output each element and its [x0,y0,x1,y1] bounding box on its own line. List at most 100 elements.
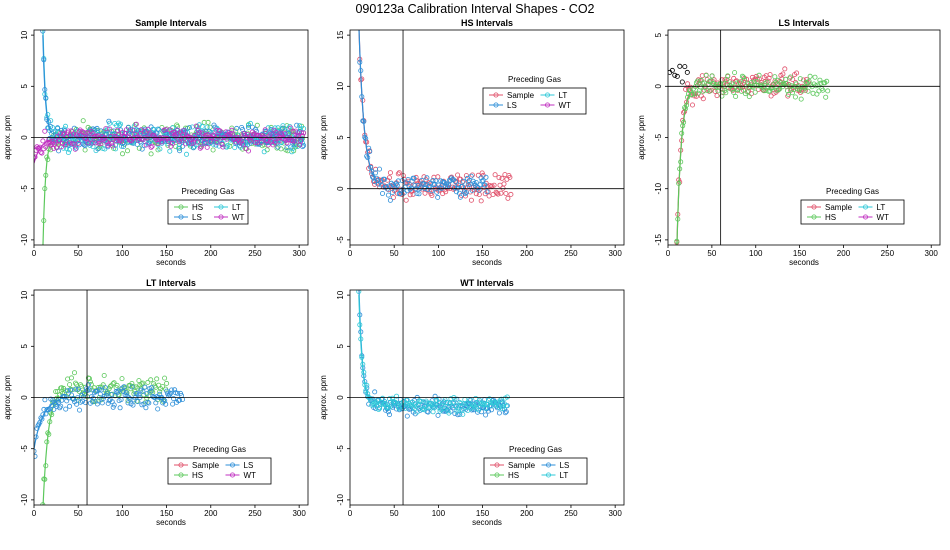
data-point-hs [145,379,151,385]
data-point-ls [113,142,119,148]
data-point-wt [279,132,285,138]
data-point-wt [40,138,46,144]
data-point-ls [213,142,219,148]
data-point-ls [105,400,111,406]
data-point-wt [261,134,267,140]
data-point-ls [98,387,104,393]
data-point-sample [754,76,760,82]
data-point-wt [244,131,250,137]
legend-marker-wt [229,472,235,478]
data-point-wt [119,138,125,144]
data-point-ls [378,182,384,188]
data-point-wt [205,132,211,138]
series-line-sample [676,93,691,245]
data-point-ls [451,185,457,191]
data-point-ls [357,22,361,26]
data-point-sample [463,173,469,179]
data-point-wt [82,136,88,142]
legend-marker-wt [545,102,551,108]
data-point-hs [781,81,787,87]
data-point-wt [301,130,307,136]
data-point-ls [55,125,61,131]
data-point-sample [500,185,506,191]
data-point-wt [149,143,155,149]
data-point-hs [695,90,701,96]
data-point-ls [387,197,393,203]
data-point-ls [484,189,490,195]
data-point-hs [741,77,747,83]
data-point-wt [245,148,251,154]
data-point-hs [714,85,720,91]
data-point-ls [40,30,46,34]
data-point-lt [356,290,362,294]
data-point-hs [735,87,741,93]
chart-sample: Sample Intervals 0 50 100 150 200 250 300 -10 -5 0… [3,18,309,267]
data-point-sample [690,102,696,108]
data-point-ls [412,183,418,189]
data-point-sample [429,192,435,198]
data-point-wt [295,133,301,139]
data-point-ls [110,404,116,410]
data-point-ls [153,400,159,406]
data-point-sample [455,172,461,178]
data-point-ls [208,139,214,145]
data-point-hs [772,74,778,80]
data-point-wt [224,136,230,142]
data-point-ls [82,390,88,396]
x-tick-label: 100 [116,509,130,518]
data-point-ls [130,402,136,408]
data-point-hs [744,89,750,95]
data-point-sample [739,79,745,85]
data-point-ls [457,194,463,200]
data-point-hs [812,74,818,80]
data-point-ls [140,388,146,394]
legend-label-ls: LS [507,101,517,110]
series-line-wt [34,138,55,164]
data-points [357,22,514,204]
data-point-ls [262,128,268,134]
legend-marker-wt [863,214,869,220]
data-point-ls [357,280,361,284]
x-tick-label: 150 [476,509,490,518]
legend-marker-hs [811,214,817,220]
data-point-ls [68,387,74,393]
legend-label-ls: LS [192,213,202,222]
x-tick-label: 200 [204,509,218,518]
data-point-hs [725,73,731,79]
data-point-ls [94,401,100,407]
data-point-sample [435,174,441,180]
data-point-wt [138,127,144,133]
data-point-hs [210,147,216,153]
legend: Preceding Gas Sample LS HS LT [483,445,588,485]
data-point-ls [144,391,150,397]
data-point-ls [129,384,135,390]
data-point-wt [81,130,87,136]
data-point-wt [188,140,194,146]
data-point-hs [733,94,739,100]
data-point-lt [384,404,390,410]
data-point-lt [430,409,436,415]
data-point-hs [807,73,813,79]
x-tick-label: 50 [707,249,716,258]
data-point-sample [780,71,786,77]
data-point-hs [73,380,79,386]
data-point-hs [120,151,126,157]
data-point-ls [384,406,390,412]
data-point-ls [99,400,105,406]
data-point-ls [408,185,414,191]
data-point-sample [505,195,511,201]
data-point-wt [297,142,303,148]
x-tick-label: 300 [608,249,622,258]
chart-ls: LS Intervals 0 50 100 150 200 250 300 -15 -10 -5 0 5… [637,18,941,267]
data-point-lt [73,145,79,151]
y-tick-label: 15 [336,30,345,39]
data-point-ls [90,395,96,401]
data-point-lt [471,402,477,408]
data-point-lt [90,144,96,150]
y-tick-label: 5 [336,135,345,140]
data-point-ls [419,177,425,183]
data-point-outlier [674,73,680,79]
data-point-wt [55,133,61,139]
data-point-ls [275,144,281,150]
chart-title: Sample Intervals [135,18,207,28]
